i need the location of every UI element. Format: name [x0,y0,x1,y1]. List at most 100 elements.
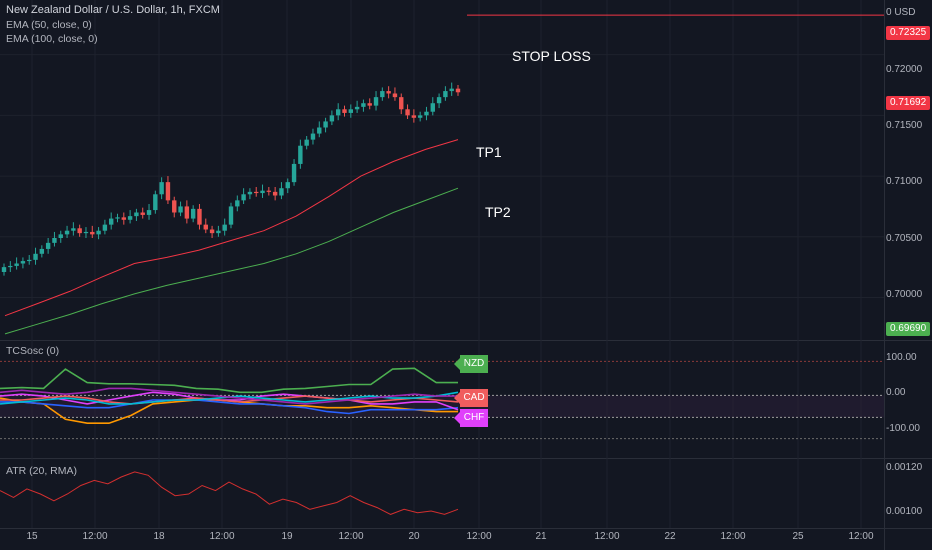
candle [367,98,372,110]
candle-body [216,230,221,234]
candle-body [411,115,417,118]
candle-body [222,224,227,231]
time-tick: 19 [281,531,293,542]
candle-body [146,210,152,215]
candle-body [417,115,423,118]
candle-body [140,212,145,215]
candle-body [159,182,164,195]
time-tick: 15 [26,531,38,542]
osc-tick: -100.00 [886,423,920,434]
atr-pane [0,471,459,515]
candle [443,86,448,101]
candle-body [241,194,246,201]
price-tick: 0.72000 [886,64,923,75]
candle-body [335,109,341,116]
candle-body [436,97,442,104]
candle-body [455,88,461,93]
time-tick: 20 [408,531,420,542]
candle [77,224,82,237]
candle-body [71,228,76,231]
candle-body [108,218,114,225]
ema100-line [4,187,459,335]
candle [222,218,227,236]
candle-body [8,265,13,268]
candle [90,225,95,238]
candle-body [266,190,272,192]
atr-line [0,471,459,515]
candle [153,190,158,214]
candle-body [153,194,158,211]
candle [392,87,398,101]
candle [64,225,70,238]
symbol-legend[interactable]: New Zealand Dollar / U.S. Dollar, 1h, FX… [6,4,220,16]
chf-tag: CHF [454,409,488,427]
candle-body [342,109,347,113]
candle [304,136,309,150]
candle-body [115,217,120,219]
candle [380,87,385,101]
stop-loss-annotation[interactable]: STOP LOSS [512,48,591,64]
candle-body [14,263,19,266]
candle [228,202,234,229]
candle-body [399,97,404,110]
candle [121,212,127,225]
candle-body [203,224,208,230]
candle-body [361,103,366,107]
candle [241,188,246,204]
osc-series-line [0,391,459,411]
candle-body [45,242,51,249]
time-tick: 22 [664,531,676,542]
candle [411,109,417,123]
candle [159,177,164,200]
candle [436,93,442,109]
candle-body [102,224,108,231]
atr-tick: 0.00100 [886,506,923,517]
candle-body [96,230,101,235]
atr-legend[interactable]: ATR (20, RMA) [6,465,77,477]
price-tick: 0.71500 [886,120,923,131]
time-tick: 12:00 [209,531,235,542]
candle [298,139,303,169]
osc-series-line [0,399,459,415]
ema-price-badge: 0.69690 [886,322,930,336]
candle-body [443,91,448,98]
candle-body [304,139,309,146]
tp2-annotation[interactable]: TP2 [485,204,511,220]
candle-body [90,231,95,235]
ema50-legend[interactable]: EMA (50, close, 0) [6,19,92,31]
tp1-annotation[interactable]: TP1 [476,144,502,160]
candle-body [197,208,202,225]
candle-body [39,248,45,254]
candle-body [367,103,372,106]
candle-body [380,91,385,98]
candle-body [52,238,57,243]
candle [39,245,45,258]
candle-body [127,216,133,220]
candle [285,178,290,194]
candle [430,97,435,116]
candle-body [1,267,7,272]
candle-body [329,115,335,122]
candle [266,187,272,196]
candle [335,103,341,121]
candle [14,257,19,270]
candle-body [64,230,70,235]
candle [27,255,32,265]
candle-body [58,234,63,238]
currency-label[interactable]: 0 USD [886,7,916,18]
candle [260,184,265,198]
time-tick: 12:00 [594,531,620,542]
candle [424,106,429,121]
osc-legend[interactable]: TCSosc (0) [6,345,60,357]
candle-body [134,212,139,217]
candle-body [291,163,297,183]
candle [348,104,354,118]
candle [235,195,240,212]
candle [1,263,7,276]
ema100-legend[interactable]: EMA (100, close, 0) [6,33,98,45]
ema50-line [4,139,459,317]
candle [20,257,26,269]
candle [52,231,57,247]
candle [8,261,13,272]
